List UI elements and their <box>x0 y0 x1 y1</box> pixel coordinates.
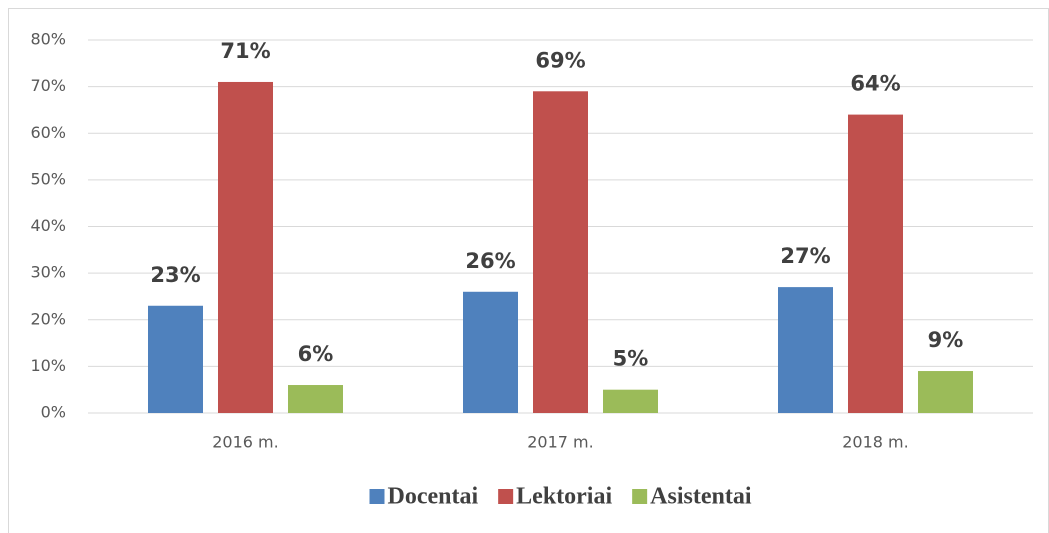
data-label: 6% <box>298 342 334 366</box>
legend-marker <box>632 489 648 504</box>
bar <box>463 291 518 413</box>
bar <box>848 114 903 413</box>
y-tick-label: 10% <box>30 356 66 375</box>
bar <box>603 389 658 413</box>
y-tick-label: 70% <box>30 76 66 95</box>
data-label: 9% <box>928 328 964 352</box>
legend-label: Docentai <box>388 484 479 510</box>
data-label: 64% <box>850 72 900 96</box>
y-tick-label: 40% <box>30 216 66 235</box>
bar <box>918 371 973 413</box>
legend-label: Asistentai <box>650 484 752 510</box>
bar <box>778 287 833 413</box>
y-tick-label: 80% <box>30 30 66 49</box>
legend-marker <box>369 489 385 504</box>
data-label: 69% <box>535 48 585 72</box>
bar <box>533 91 588 413</box>
data-label: 23% <box>150 263 200 287</box>
x-tick-label: 2017 m. <box>527 433 593 452</box>
data-label: 5% <box>613 347 649 371</box>
data-label: 71% <box>220 39 270 63</box>
legend-label: Lektoriai <box>516 484 612 510</box>
x-tick-label: 2016 m. <box>212 433 278 452</box>
legend-marker <box>498 489 514 504</box>
bar <box>148 305 203 413</box>
data-label: 26% <box>465 249 515 273</box>
bar <box>218 81 273 414</box>
data-label: 27% <box>780 244 830 268</box>
y-tick-label: 20% <box>30 309 66 328</box>
y-tick-label: 30% <box>30 263 66 282</box>
x-tick-label: 2018 m. <box>842 433 908 452</box>
y-tick-label: 60% <box>30 123 66 142</box>
bar <box>288 385 343 413</box>
y-tick-label: 0% <box>41 403 66 422</box>
y-tick-label: 50% <box>30 169 66 188</box>
